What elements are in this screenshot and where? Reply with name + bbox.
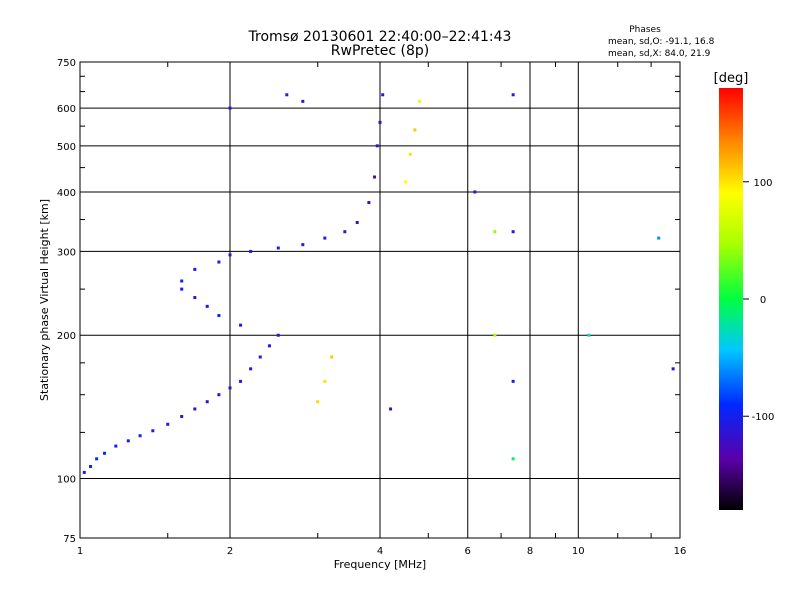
data-point [413,128,417,132]
data-point [511,230,515,234]
data-point [239,323,243,327]
y-tick-label: 200 [57,331,76,342]
data-point [205,400,209,404]
data-point [276,333,280,337]
y-tick-label: 400 [57,188,76,199]
data-point [228,386,232,390]
data-point [249,249,253,253]
x-tick-label: 1 [77,546,83,557]
x-axis-label: Frequency [MHz] [334,558,426,571]
data-point [511,379,515,383]
data-point [193,407,197,411]
data-point [375,144,379,148]
data-point [389,407,393,411]
data-point [587,333,591,337]
data-point [267,344,271,348]
data-point [301,99,305,103]
data-point [126,439,130,443]
data-point [511,93,515,97]
y-tick-label: 75 [63,534,76,545]
data-point [367,201,371,205]
data-point [417,99,421,103]
stats-line-o: mean, sd,O: -91.1, 16.8 [608,37,715,47]
colorbar-tick-label: 0 [760,295,766,306]
data-points [82,93,675,474]
data-point [89,464,93,468]
data-point [180,414,184,418]
data-point [276,246,280,250]
data-point [316,400,320,404]
data-point [330,355,334,359]
x-tick-label: 2 [227,546,233,557]
data-point [151,429,155,433]
x-tick-label: 6 [465,546,471,557]
colorbar-tick-label: -100 [752,412,775,423]
data-point [301,243,305,247]
data-point [378,120,382,124]
data-point [511,457,515,461]
data-point [473,190,477,194]
data-point [323,236,327,240]
y-tick-label: 750 [57,58,76,69]
x-tick-label: 4 [377,546,383,557]
data-point [217,260,221,264]
data-point [373,175,377,179]
stats-line-x: mean, sd,X: 84.0, 21.9 [608,49,711,59]
data-point [239,379,243,383]
colorbar-label: [deg] [714,71,749,86]
y-tick-labels: 75 100 200 300 400 500 600 750 [57,58,76,545]
data-point [343,230,347,234]
data-point [193,267,197,271]
data-point [228,106,232,110]
colorbar-ticks: 100 0 -100 [743,178,774,423]
data-point [355,221,359,225]
data-point [217,314,221,318]
data-point [408,152,412,156]
data-point [285,93,289,97]
y-tick-label: 300 [57,247,76,258]
y-axis-label: Stationary phase Virtual Height [km] [38,199,51,401]
data-point [249,367,253,371]
data-point [403,180,407,184]
data-point [258,355,262,359]
data-point [323,379,327,383]
plot-frame [79,61,681,539]
data-point [166,422,170,426]
x-tick-label: 8 [527,546,533,557]
x-tick-label: 16 [674,546,687,557]
stats-heading: Phases [629,25,661,35]
data-point [657,236,661,240]
grid-lines [80,62,680,538]
data-point [138,434,142,438]
data-point [180,279,184,283]
chart-title: Tromsø 20130601 22:40:00–22:41:43 [248,29,512,45]
data-point [493,230,497,234]
y-tick-label: 100 [57,475,76,486]
colorbar-tick-label: 100 [753,178,772,189]
x-tick-label: 10 [572,546,585,557]
data-point [381,93,385,97]
data-point [205,304,209,308]
data-point [114,444,118,448]
chart-subtitle: RwPretec (8p) [331,43,429,59]
data-point [180,287,184,291]
data-point [228,253,232,257]
y-tick-label: 600 [57,104,76,115]
x-tick-labels: 1 2 4 6 8 10 16 [77,546,687,557]
data-point [95,457,99,461]
colorbar [719,88,743,510]
data-point [217,393,221,397]
y-tick-label: 500 [57,142,76,153]
data-point [193,296,197,300]
data-point [82,470,86,474]
data-point [103,451,107,455]
data-point [493,333,497,337]
data-point [671,367,675,371]
